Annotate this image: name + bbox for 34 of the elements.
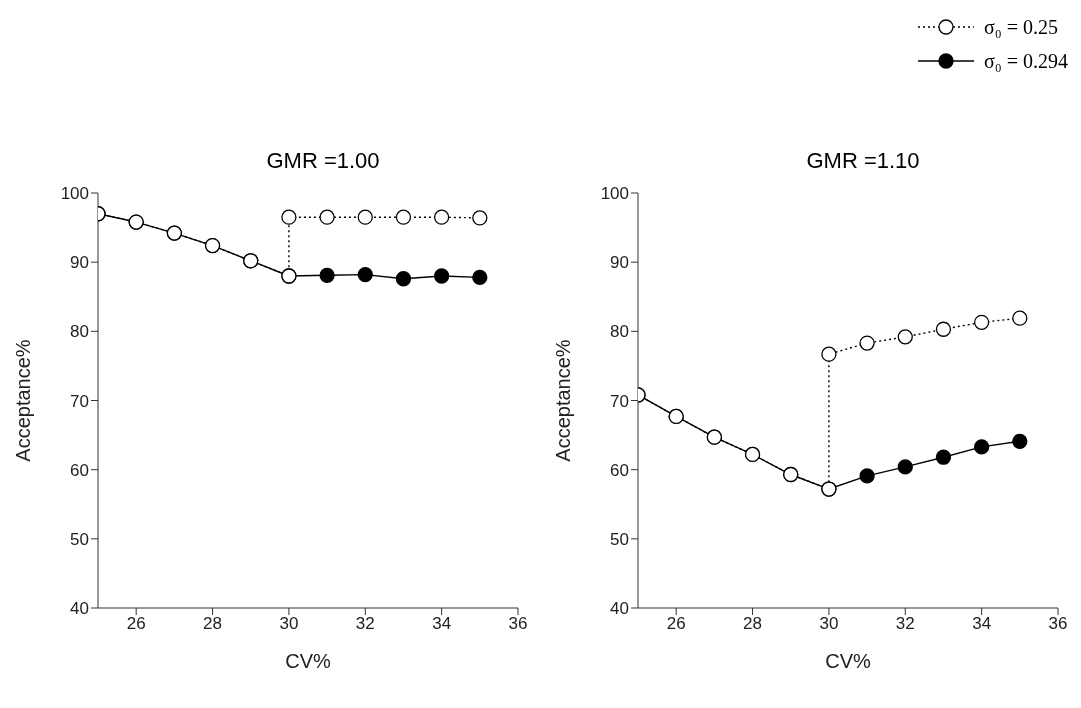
x-tick-label: 30 bbox=[819, 614, 839, 634]
y-tick-label: 70 bbox=[70, 391, 89, 411]
x-axis-title: CV% bbox=[825, 650, 871, 672]
y-tick-label: 60 bbox=[610, 460, 629, 480]
y-tick-label: 70 bbox=[610, 391, 629, 411]
x-tick-label: 36 bbox=[1048, 614, 1068, 634]
x-tick-label: 32 bbox=[355, 614, 375, 634]
x-tick-label: 36 bbox=[508, 614, 528, 634]
x-tick-label: 34 bbox=[432, 614, 452, 634]
x-tick-label: 28 bbox=[203, 614, 223, 634]
y-axis-title: Acceptance% bbox=[12, 339, 35, 462]
y-tick-label: 90 bbox=[610, 253, 629, 273]
y-tick-label: 60 bbox=[70, 460, 89, 480]
legend-label: σ₀ = 0.294 bbox=[983, 49, 1068, 73]
x-tick-label: 34 bbox=[972, 614, 992, 634]
y-axis-title: Acceptance% bbox=[552, 339, 575, 462]
y-tick-label: 50 bbox=[610, 529, 629, 549]
legend-label: σ₀ = 0.25 bbox=[983, 15, 1058, 39]
x-tick-label: 26 bbox=[126, 614, 146, 634]
y-tick-label: 50 bbox=[70, 529, 89, 549]
x-axis-title: CV% bbox=[285, 650, 331, 672]
x-tick-label: 28 bbox=[743, 614, 763, 634]
chart-title: GMR =1.10 bbox=[805, 148, 921, 174]
y-tick-label: 90 bbox=[70, 253, 89, 273]
y-tick-label: 40 bbox=[610, 599, 629, 619]
x-tick-label: 32 bbox=[895, 614, 915, 634]
x-tick-label: 30 bbox=[279, 614, 299, 634]
y-tick-label: 40 bbox=[70, 599, 89, 619]
y-tick-label: 80 bbox=[610, 322, 629, 342]
y-tick-label: 100 bbox=[60, 184, 89, 204]
chart-title: GMR =1.00 bbox=[265, 148, 381, 174]
x-tick-label: 26 bbox=[666, 614, 686, 634]
y-tick-label: 100 bbox=[600, 184, 629, 204]
y-tick-label: 80 bbox=[70, 322, 89, 342]
